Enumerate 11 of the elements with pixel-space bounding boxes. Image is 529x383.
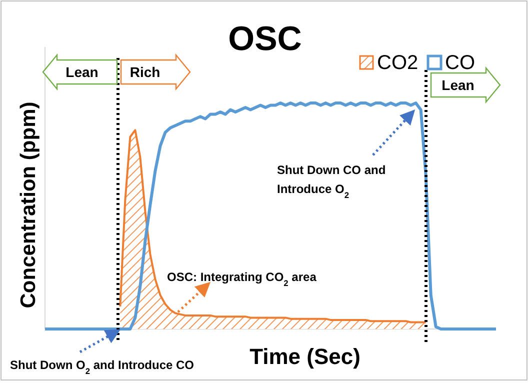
legend-label: CO — [445, 52, 475, 74]
annotation: Shut Down CO and Introduce O$_{2}$ — [277, 163, 386, 200]
text: Lean — [442, 77, 474, 93]
y-axis-title: Concentration (ppm) — [17, 102, 40, 308]
text: Rich — [130, 64, 160, 80]
annotation: OSC: Integrating CO$_{2}$ area — [167, 270, 317, 288]
legend-label: CO2 — [377, 52, 418, 74]
x-axis-title: Time (Sec) — [250, 344, 360, 369]
chart-title: OSC — [228, 20, 302, 58]
text: Shut Down O$_{2}$ and Introduce CO — [10, 358, 194, 376]
text: Lean — [66, 64, 98, 80]
